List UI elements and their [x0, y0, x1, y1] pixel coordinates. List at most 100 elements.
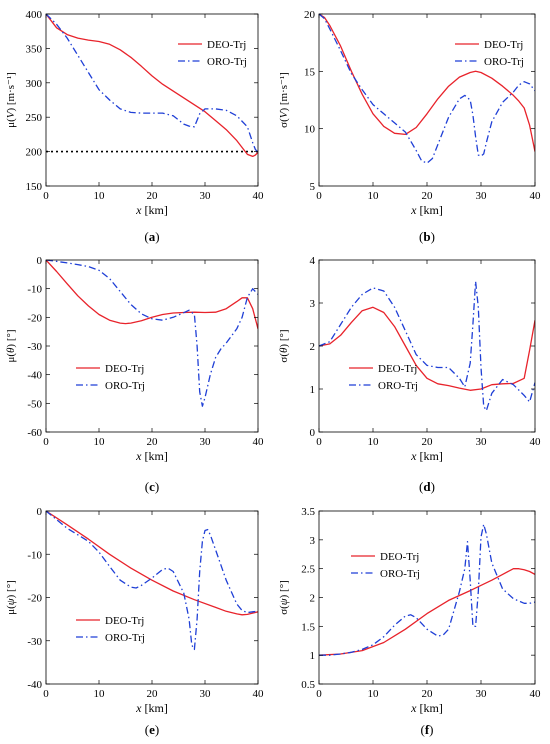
y-tick-label: 2.5: [301, 564, 315, 576]
x-tick-label: 0: [43, 190, 49, 202]
y-tick-label: -40: [27, 370, 42, 382]
legend: DEO-Trj ORO-Trj: [76, 363, 145, 392]
y-axis-label: μ(θ) [°]: [5, 329, 17, 362]
series-line-oro-trj: [319, 523, 535, 656]
y-tick-label: 350: [26, 43, 43, 55]
y-tick-label: -40: [27, 679, 42, 691]
y-tick-label: 5: [310, 181, 316, 193]
x-axis-label: x [km]: [135, 701, 168, 715]
plot-frame: [318, 259, 536, 433]
x-axis-label: x [km]: [135, 203, 168, 217]
series-group: [46, 511, 258, 651]
chart-panel-c: 0 10 20 30 40 -60 -50 -40 -30 -20 -10 0 x [km] μ(θ) […: [5, 255, 264, 494]
x-tick-label: 40: [253, 436, 265, 448]
y-tick-label: -30: [27, 636, 42, 648]
y-tick-label: 150: [26, 181, 43, 193]
series-line-deo-trj: [46, 511, 258, 616]
legend-label-deo-trj: DEO-Trj: [207, 39, 246, 51]
y-tick-label: 3: [310, 298, 316, 310]
legend-label-oro-trj: ORO-Trj: [105, 380, 145, 392]
panel-caption: (a): [144, 229, 159, 244]
y-tick-label: -10: [27, 549, 42, 561]
panel-caption: (d): [419, 479, 435, 494]
legend-label-oro-trj: ORO-Trj: [380, 568, 420, 580]
chart-panel-a: 0 10 20 30 40 150 200 250 300 350 400 x [km] μ(V) [m…: [5, 9, 264, 244]
legend-label-deo-trj: DEO-Trj: [105, 363, 144, 375]
y-tick-label: 1: [310, 384, 316, 396]
plot-frame: [45, 259, 259, 433]
chart-panel-e: 0 10 20 30 40 -40 -30 -20 -10 0 x [km] μ(ψ) [°] DEO-…: [5, 506, 264, 737]
x-axis-label: x [km]: [410, 203, 443, 217]
x-axis-label: x [km]: [410, 449, 443, 463]
y-tick-label: -10: [27, 284, 42, 296]
series-line-deo-trj: [319, 306, 535, 391]
x-tick-label: 40: [530, 190, 542, 202]
y-axis-label: μ(ψ) [°]: [5, 580, 17, 615]
series-line-oro-trj: [46, 14, 258, 153]
x-tick-label: 30: [476, 190, 488, 202]
x-tick-label: 0: [43, 688, 49, 700]
legend: DEO-Trj ORO-Trj: [178, 39, 247, 68]
legend-label-deo-trj: DEO-Trj: [484, 39, 523, 51]
y-tick-label: 2: [310, 593, 316, 605]
legend: DEO-Trj ORO-Trj: [76, 615, 145, 644]
series-line-oro-trj: [46, 260, 258, 407]
series-group: [319, 14, 535, 164]
y-tick-label: 10: [304, 124, 316, 136]
x-tick-label: 20: [147, 688, 159, 700]
y-tick-label: 0: [37, 255, 43, 267]
y-axis-label: σ(V) [m·s⁻¹]: [278, 72, 290, 128]
legend-label-deo-trj: DEO-Trj: [378, 363, 417, 375]
panel-caption: (c): [145, 479, 159, 494]
x-axis-label: x [km]: [135, 449, 168, 463]
y-tick-label: 20: [304, 9, 316, 21]
y-tick-label: 1: [310, 650, 316, 662]
x-tick-label: 20: [147, 190, 159, 202]
y-tick-label: 15: [304, 66, 316, 78]
x-tick-label: 40: [253, 688, 265, 700]
x-tick-label: 10: [94, 688, 106, 700]
chart-panel-f: 0 10 20 30 40 0.5 1 1.5 2 2.5 3 3.5 x [km] σ(ψ) [°] DE…: [278, 506, 541, 737]
y-tick-label: 300: [26, 78, 43, 90]
legend-label-oro-trj: ORO-Trj: [207, 56, 247, 68]
series-group: [319, 523, 535, 656]
series-line-oro-trj: [319, 280, 535, 412]
panel-caption: (f): [420, 722, 433, 737]
chart-panel-d: 0 10 20 30 40 0 1 2 3 4 x [km] σ(θ) [°] DEO-Trj ORO-T…: [278, 255, 541, 494]
x-tick-label: 30: [476, 436, 488, 448]
x-tick-label: 0: [316, 190, 322, 202]
y-tick-label: -60: [27, 427, 42, 439]
y-tick-label: -20: [27, 312, 42, 324]
x-tick-label: 0: [316, 436, 322, 448]
legend-label-deo-trj: DEO-Trj: [105, 615, 144, 627]
y-tick-label: 3: [310, 535, 316, 547]
y-tick-label: 2: [310, 341, 316, 353]
legend: DEO-Trj ORO-Trj: [455, 39, 524, 68]
plot-frame: [318, 510, 536, 685]
y-tick-label: 4: [310, 255, 316, 267]
x-tick-label: 20: [422, 436, 434, 448]
x-tick-label: 40: [530, 688, 542, 700]
y-tick-label: 0: [310, 427, 316, 439]
panel-caption: (b): [419, 229, 435, 244]
series-line-deo-trj: [319, 14, 535, 152]
series-group: [46, 14, 258, 158]
legend-label-oro-trj: ORO-Trj: [378, 380, 418, 392]
x-tick-label: 30: [200, 436, 212, 448]
legend-label-oro-trj: ORO-Trj: [105, 632, 145, 644]
x-tick-label: 10: [368, 688, 380, 700]
y-axis-label: μ(V) [m·s⁻¹]: [5, 72, 17, 128]
y-tick-label: 0.5: [301, 679, 315, 691]
series-line-deo-trj: [319, 568, 535, 656]
series-line-deo-trj: [46, 260, 258, 329]
y-tick-label: 400: [26, 9, 43, 21]
y-axis-label: σ(ψ) [°]: [278, 580, 290, 615]
x-tick-label: 20: [422, 190, 434, 202]
legend-label-deo-trj: DEO-Trj: [380, 551, 419, 563]
panel-caption: (e): [145, 722, 159, 737]
x-tick-label: 20: [147, 436, 159, 448]
x-tick-label: 10: [368, 436, 380, 448]
x-tick-label: 10: [368, 190, 380, 202]
